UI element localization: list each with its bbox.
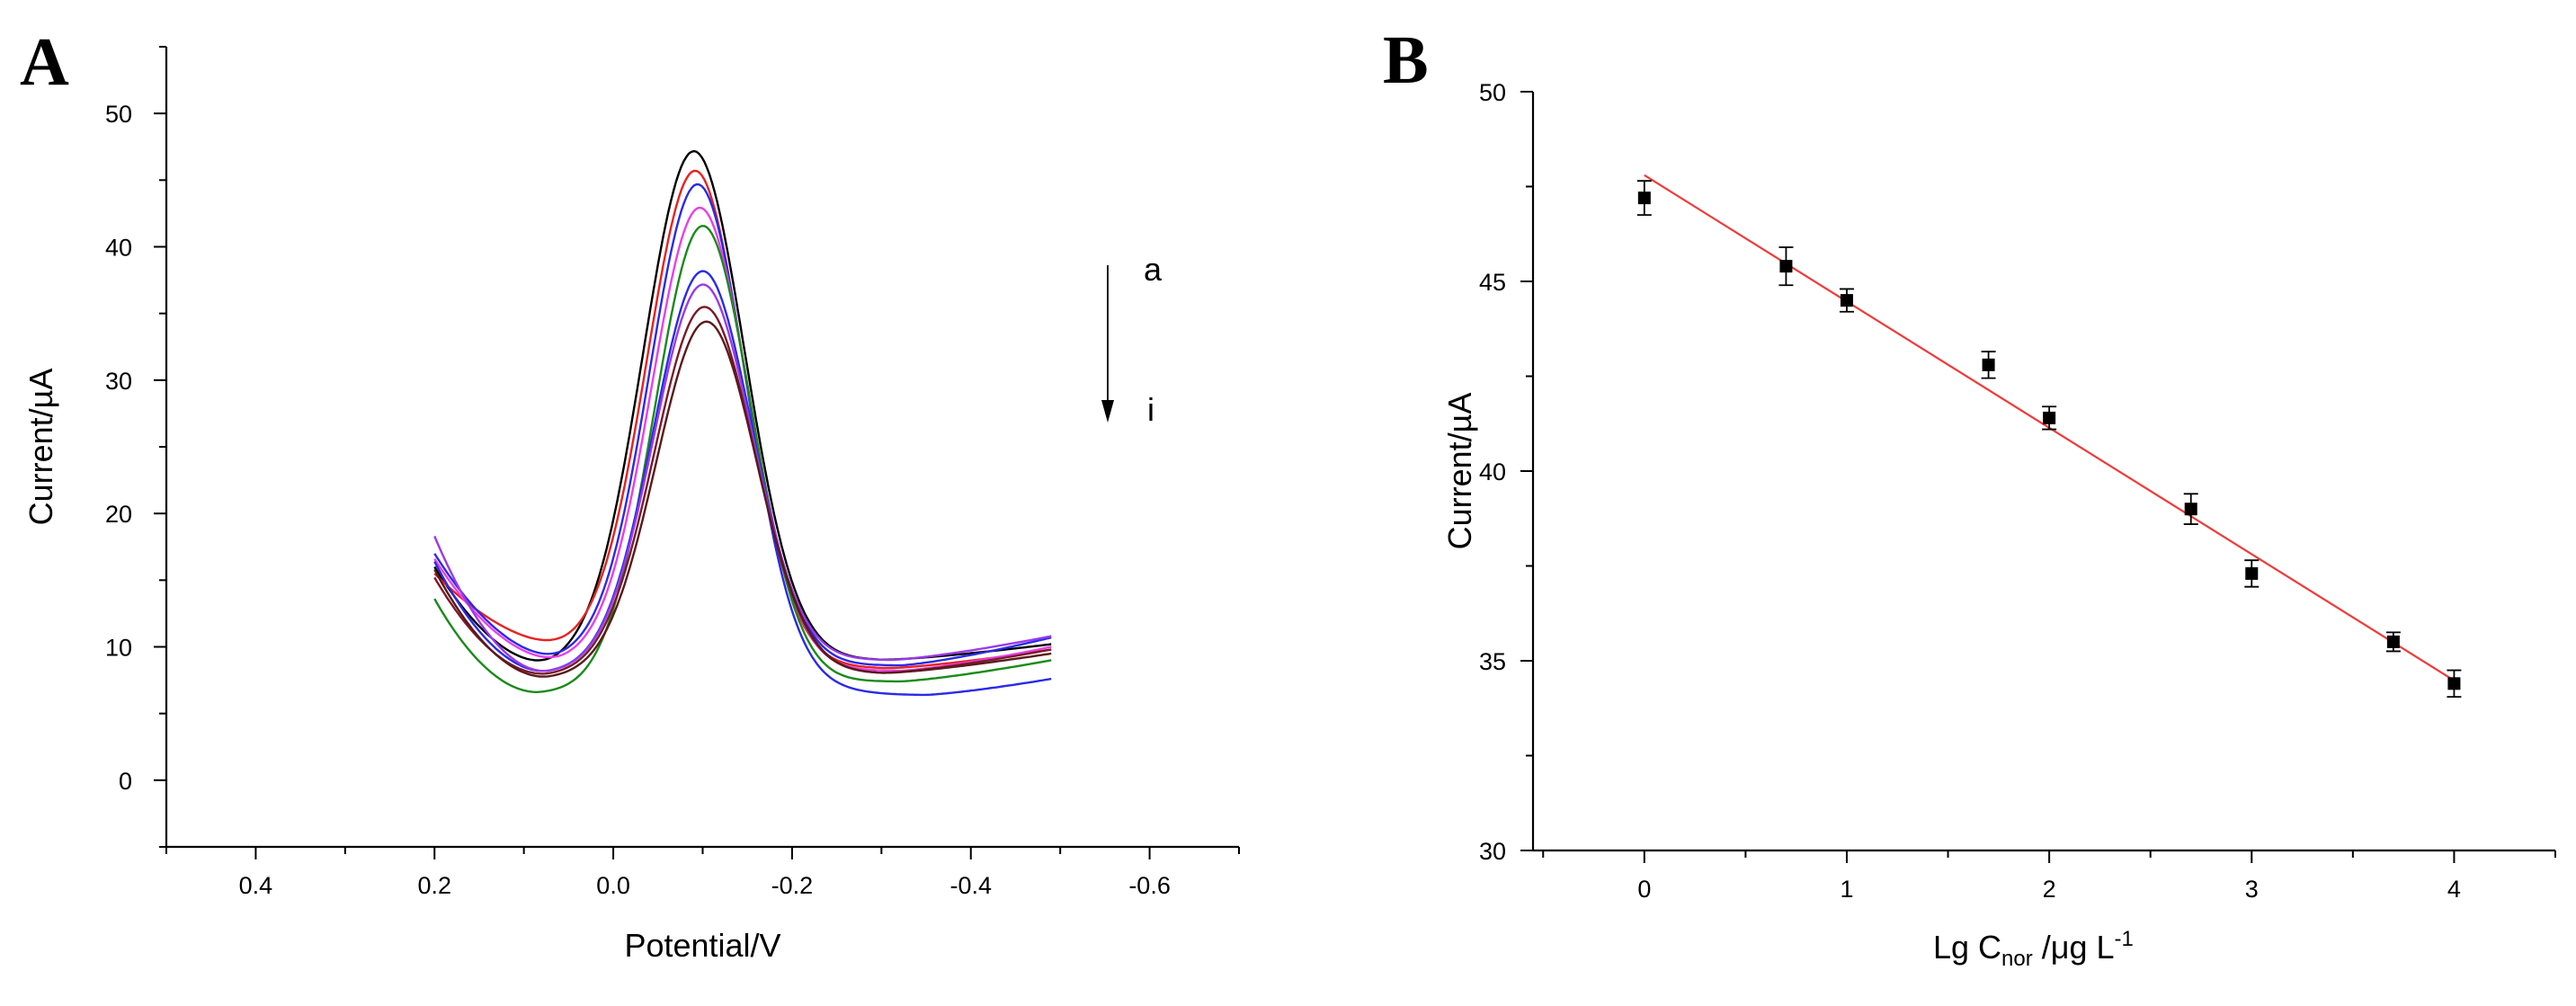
- calibration-axes: 0 1 2 3 4 30 35 40 45 50: [1479, 79, 2556, 903]
- y-tick-label-a: 30: [105, 368, 132, 395]
- calibration-points: [1636, 180, 2462, 698]
- y-tick-label-a: 50: [105, 101, 132, 128]
- data-point: [1982, 358, 1995, 371]
- y-axis-title-a: Current/µA: [22, 369, 59, 526]
- data-point: [2386, 635, 2400, 648]
- x-tick-label-b: 1: [1840, 876, 1853, 903]
- data-point: [1840, 294, 1853, 307]
- x-title-subscript: nor: [2001, 947, 2033, 971]
- x-tick-label-a: -0.6: [1128, 872, 1171, 899]
- y-tick-label-a: 0: [119, 768, 132, 795]
- data-point: [2184, 503, 2197, 516]
- y-tick-label-b: 40: [1479, 458, 1506, 485]
- x-tick-label-b: 3: [2245, 876, 2259, 903]
- x-tick-label-a: 0.0: [596, 872, 630, 899]
- data-point: [2245, 566, 2259, 580]
- curve-e: [433, 225, 1052, 693]
- trend-arrow-head: [1101, 400, 1114, 423]
- y-tick-label-b: 45: [1479, 269, 1506, 296]
- curve-g: [433, 283, 1052, 672]
- x-axis-title-b: Lg Cnor /μg L-1: [1933, 927, 2134, 971]
- annotation-a: a: [1144, 251, 1163, 288]
- curve-a: [433, 149, 1052, 662]
- curve-d: [433, 206, 1052, 672]
- voltammogram-curves: [433, 149, 1052, 697]
- data-point: [1637, 191, 1651, 205]
- curve-f: [433, 270, 1052, 672]
- x-tick-label-a: 0.2: [417, 872, 451, 899]
- y-tick-label-a: 40: [105, 235, 132, 262]
- y-tick-label-b: 30: [1479, 838, 1506, 865]
- data-point: [1779, 260, 1793, 273]
- x-title-main: Lg C: [1933, 929, 2001, 966]
- y-tick-label-b: 35: [1479, 648, 1506, 675]
- curve-c: [433, 183, 1052, 697]
- x-tick-label-b: 2: [2043, 876, 2056, 903]
- panel-label-b: B: [1383, 22, 1429, 98]
- data-point: [2447, 677, 2461, 690]
- x-title-units: /μg L: [2033, 929, 2115, 966]
- voltammogram-axes: 0.4 0.2 0.0 -0.2 -0.4 -0.6 0 10 20 30 40 50: [105, 46, 1240, 899]
- x-tick-label-a: -0.4: [949, 872, 992, 899]
- x-axis-title-a: Potential/V: [624, 927, 780, 964]
- calibration-chart: 0 1 2 3 4 30 35 40 45 50 Current/µA Lg Cnor /μg L…: [1441, 79, 2556, 971]
- x-tick-label-b: 0: [1637, 876, 1651, 903]
- curve-i: [433, 320, 1052, 678]
- x-tick-label-a: 0.4: [239, 872, 273, 899]
- x-title-superscript: -1: [2115, 927, 2134, 951]
- y-tick-label-a: 20: [105, 501, 132, 528]
- panel-label-a: A: [20, 24, 69, 100]
- x-tick-label-a: -0.2: [771, 872, 814, 899]
- annotation-i: i: [1147, 391, 1154, 428]
- y-tick-label-b: 50: [1479, 79, 1506, 106]
- voltammogram-chart: 0.4 0.2 0.0 -0.2 -0.4 -0.6 0 10 20 30 40 50 Potenti…: [22, 46, 1240, 964]
- curve-b: [433, 169, 1052, 670]
- y-tick-label-a: 10: [105, 635, 132, 662]
- x-tick-label-b: 4: [2447, 876, 2461, 903]
- data-point: [2043, 411, 2056, 424]
- y-axis-title-b: Current/µA: [1441, 393, 1478, 550]
